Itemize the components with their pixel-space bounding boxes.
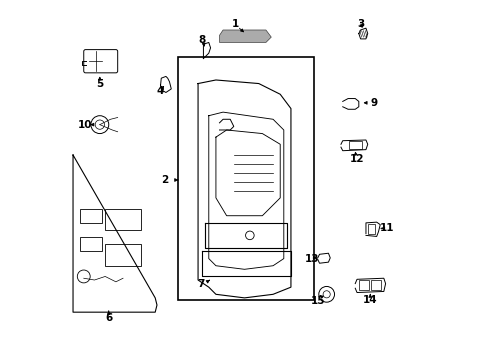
- Bar: [80, 208, 102, 223]
- Text: 10: 10: [78, 120, 93, 130]
- Text: 3: 3: [356, 19, 364, 29]
- Text: 4: 4: [157, 86, 164, 96]
- Text: 2: 2: [161, 175, 168, 185]
- Bar: [105, 244, 141, 266]
- Text: 15: 15: [310, 296, 325, 306]
- Text: 9: 9: [369, 98, 377, 108]
- Bar: [80, 237, 102, 251]
- Bar: [370, 280, 381, 290]
- Bar: [367, 224, 374, 234]
- Text: 6: 6: [105, 312, 112, 323]
- Text: 14: 14: [362, 295, 377, 305]
- Bar: [178, 57, 313, 300]
- Bar: [348, 141, 362, 149]
- Bar: [358, 280, 368, 290]
- Polygon shape: [219, 30, 271, 42]
- Text: 11: 11: [379, 223, 393, 233]
- Text: 12: 12: [349, 154, 364, 163]
- Text: 7: 7: [197, 279, 204, 289]
- Text: 1: 1: [231, 18, 239, 28]
- Bar: [105, 208, 141, 230]
- Text: 13: 13: [305, 253, 319, 264]
- Text: 5: 5: [96, 79, 103, 89]
- Text: 8: 8: [198, 35, 205, 45]
